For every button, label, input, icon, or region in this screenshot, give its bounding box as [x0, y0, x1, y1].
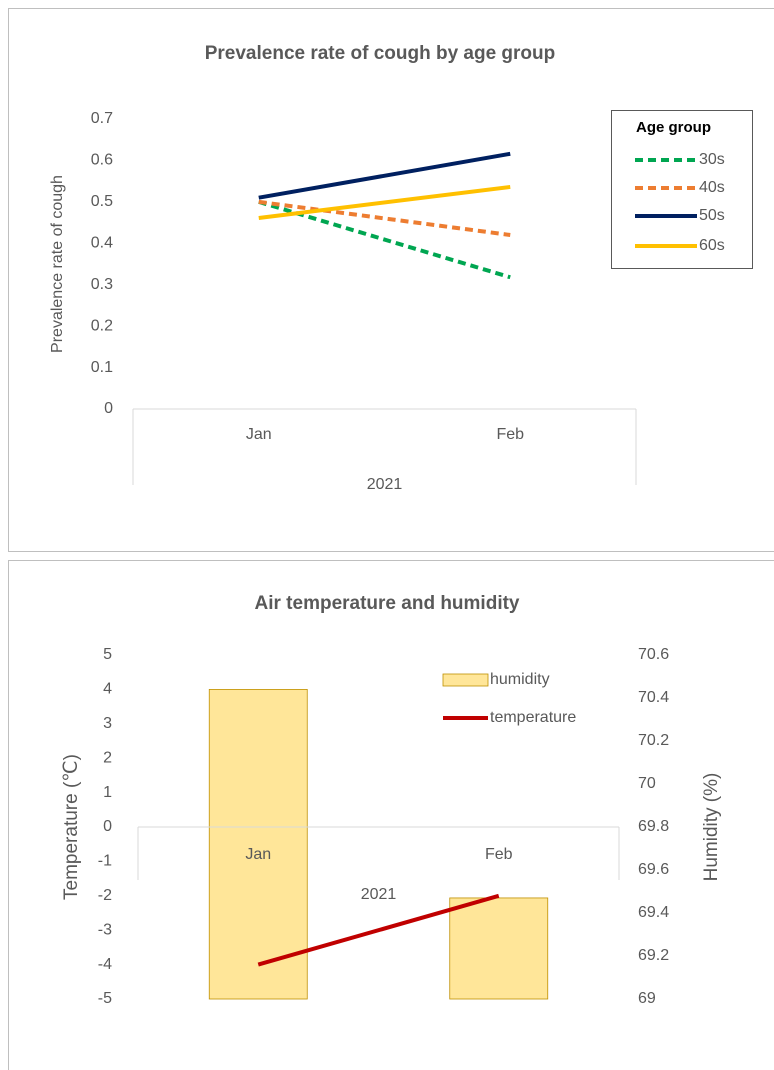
y2-axis-title: Humidity (%): [701, 773, 722, 882]
y-axis-title: Prevalence rate of cough: [49, 175, 66, 353]
chart-title: Air temperature and humidity: [255, 593, 520, 614]
y-tick-label: 1: [103, 784, 112, 801]
y-tick-label: -3: [98, 921, 112, 938]
y2-tick-label: 70.4: [638, 689, 669, 706]
line-series: [258, 199, 511, 237]
chart-title: Prevalence rate of cough by age group: [205, 43, 556, 64]
bar: [449, 897, 549, 1000]
y2-tick-label: 69.4: [638, 904, 669, 921]
y-tick-label: -4: [98, 956, 112, 973]
bar: [208, 689, 308, 1000]
legend-label: 60s: [699, 237, 725, 254]
x-tick-label: Feb: [485, 846, 513, 863]
y-tick-label: 4: [103, 681, 112, 698]
y-tick-label: 0.4: [91, 235, 113, 252]
y2-tick-label: 69.2: [638, 947, 669, 964]
y-tick-label: 0.6: [91, 152, 113, 169]
x-tick-label: Jan: [245, 846, 271, 863]
y-tick-label: 0.5: [91, 193, 113, 210]
y2-tick-label: 69.8: [638, 818, 669, 835]
x-tick-label: Feb: [496, 426, 524, 443]
y-tick-label: 0: [104, 400, 113, 417]
y-tick-label: 2: [103, 749, 112, 766]
y2-tick-label: 70.6: [638, 646, 669, 663]
y-tick-label: 0.7: [91, 110, 113, 127]
y-tick-label: 0: [103, 818, 112, 835]
legend-label: humidity: [490, 671, 550, 688]
y-tick-label: -5: [98, 990, 112, 1007]
x-group-label: 2021: [367, 476, 403, 493]
y-tick-label: -1: [98, 853, 112, 870]
legend-label: 30s: [699, 151, 725, 168]
line-series: [258, 184, 511, 220]
x-group-label: 2021: [361, 886, 397, 903]
y2-tick-label: 69.6: [638, 861, 669, 878]
legend-swatch: [442, 673, 489, 687]
legend-label: temperature: [490, 709, 576, 726]
y-tick-label: 5: [103, 646, 112, 663]
legend-title: Age group: [636, 119, 711, 136]
y-tick-label: -2: [98, 887, 112, 904]
y-tick-label: 0.1: [91, 359, 113, 376]
y2-tick-label: 69: [638, 990, 656, 1007]
y2-tick-label: 70.2: [638, 732, 669, 749]
chart-frame: [8, 560, 774, 1070]
chart-frame: [8, 8, 774, 552]
y-tick-label: 0.2: [91, 317, 113, 334]
line-series: [258, 151, 511, 200]
x-tick-label: Jan: [246, 426, 272, 443]
legend-label: 40s: [699, 179, 725, 196]
y2-tick-label: 70: [638, 775, 656, 792]
legend-label: 50s: [699, 207, 725, 224]
line-series: [257, 893, 500, 967]
y-tick-label: 0.3: [91, 276, 113, 293]
y-tick-label: 3: [103, 715, 112, 732]
y-axis-title: Temperature (℃): [61, 754, 82, 900]
